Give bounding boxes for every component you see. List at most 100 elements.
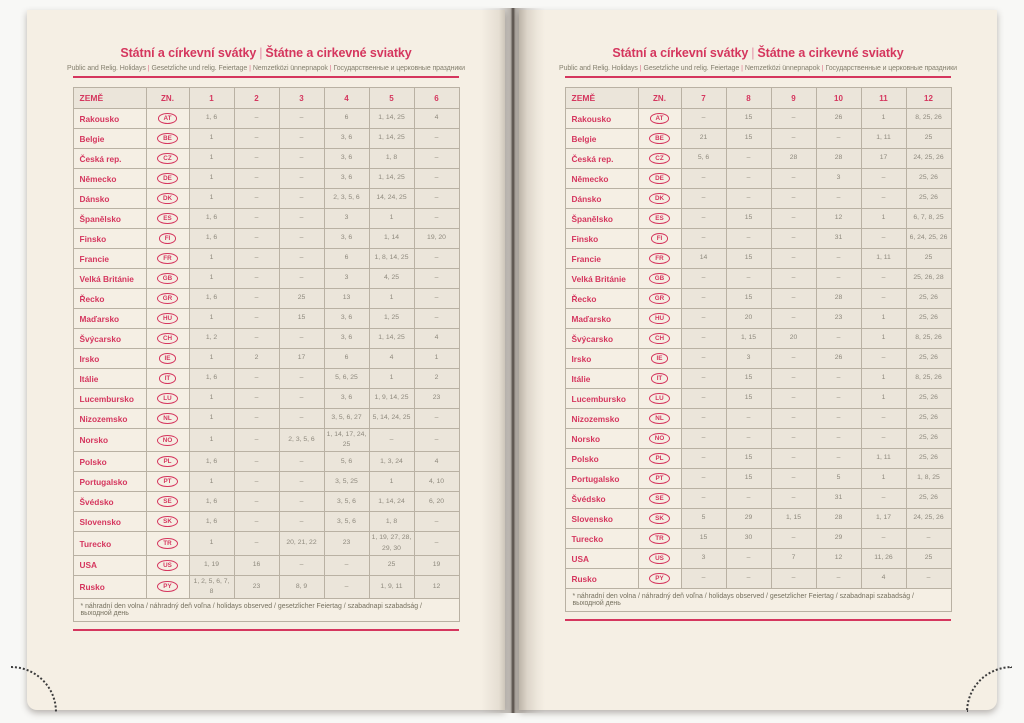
holiday-days-cell: 29 [815, 528, 862, 549]
holiday-days-cell: 25, 26 [905, 428, 952, 449]
footnote: * náhradní den volna / náhradný deň voľn… [564, 588, 952, 612]
holiday-days-cell: 1 [188, 308, 235, 329]
holiday-days-cell: – [725, 548, 772, 569]
country-name: Maďarsko [72, 308, 147, 329]
holiday-days-cell: 15 [725, 388, 772, 409]
holiday-days-cell: 25 [368, 554, 415, 576]
country-name: Belgie [564, 128, 639, 149]
country-code-badge: PL [157, 456, 178, 468]
holiday-days-cell: 3 [725, 348, 772, 369]
holiday-days-cell: 2, 3, 5, 6 [278, 427, 325, 453]
header-row: ZEMĚ ZN. 7 8 9 10 11 12 [564, 87, 952, 109]
country-code-badge: IT [158, 373, 177, 384]
country-code-badge: CZ [157, 153, 178, 164]
holiday-days-cell: – [770, 388, 817, 409]
header-row: ZEMĚ ZN. 1 2 3 4 5 6 [72, 87, 460, 109]
holiday-days-cell: – [860, 528, 907, 549]
table-row: Švédsko SE – – –31–25, 26 [564, 488, 952, 509]
country-code-badge: AT [157, 113, 178, 124]
column-header-country: ZEMĚ [564, 87, 639, 109]
holiday-days-cell: 2 [233, 348, 280, 369]
holiday-days-cell: 25 [905, 248, 952, 269]
holiday-days-cell: – [860, 428, 907, 449]
holiday-days-cell: 25, 26 [905, 348, 952, 369]
country-name: Francie [72, 248, 147, 269]
country-name: Irsko [564, 348, 639, 369]
column-header-month: 9 [770, 87, 817, 109]
table-row: Rusko PY – – – –4– [564, 568, 952, 589]
holiday-days-cell: – [368, 427, 415, 453]
holiday-days-cell: 4 [368, 348, 415, 369]
table-row: Turecko TR 1–20, 21, 22 23 1, 19, 27, 28, 29… [72, 531, 460, 556]
holiday-days-cell: – [278, 248, 325, 269]
country-code-badge: DK [156, 193, 179, 204]
holiday-days-cell: 1 [188, 248, 235, 269]
country-code-badge: SK [157, 516, 178, 528]
country-name: Turecko [72, 531, 147, 556]
holiday-days-cell: – [770, 308, 817, 329]
holiday-days-cell: 25, 26 [905, 448, 952, 469]
country-code-cell: HU [145, 308, 190, 329]
holiday-days-cell: – [323, 574, 370, 600]
holiday-days-cell: – [770, 208, 817, 229]
country-code-badge: IT [650, 373, 669, 384]
table-row: Maďarsko HU 1–15 3, 6 1, 25– [72, 308, 460, 329]
country-code-cell: US [637, 548, 682, 569]
holiday-days-cell: 8, 25, 26 [905, 328, 952, 349]
holiday-days-cell: 25 [905, 128, 952, 149]
holiday-days-cell: – [905, 568, 952, 589]
page-subtitle: Public and Relig. Holidays | Gesetzliche u… [519, 65, 997, 72]
holiday-days-cell: 6 [323, 248, 370, 269]
holiday-days-cell: 1, 15 [770, 508, 817, 529]
holiday-days-cell: 25, 26 [905, 488, 952, 509]
country-name: USA [564, 548, 639, 569]
holiday-days-cell: 1 [860, 308, 907, 329]
holiday-days-cell: – [278, 128, 325, 149]
holiday-days-cell: – [815, 568, 862, 589]
country-name: Finsko [564, 228, 639, 249]
holiday-days-cell: 24, 25, 26 [905, 148, 952, 169]
holiday-days-cell: – [680, 568, 727, 589]
country-code-cell: SE [145, 491, 190, 513]
holiday-days-cell: 1, 14, 25 [368, 128, 415, 149]
holiday-days-cell: – [680, 468, 727, 489]
holiday-days-cell: 1 [860, 108, 907, 129]
holiday-days-cell: – [815, 368, 862, 389]
holiday-days-cell: – [860, 188, 907, 209]
holiday-days-cell: 12 [413, 574, 460, 600]
country-name: Itálie [72, 368, 147, 389]
country-name: Rakousko [72, 108, 147, 129]
holiday-days-cell: – [278, 368, 325, 389]
holiday-days-cell: 31 [815, 488, 862, 509]
country-code-badge: GB [156, 273, 179, 284]
holiday-days-cell: 23 [413, 388, 460, 409]
holiday-days-cell: 1, 14, 24 [368, 491, 415, 513]
holiday-days-cell: 1, 2, 5, 6, 7, 8 [188, 574, 235, 600]
holiday-days-cell: 20 [770, 328, 817, 349]
country-code-cell: NO [145, 427, 190, 453]
holiday-days-cell: – [770, 288, 817, 309]
subtitle-segment: Public and Relig. Holidays [559, 65, 638, 72]
country-code-badge: GR [156, 293, 179, 304]
table-row: Maďarsko HU –20–23 1 25, 26 [564, 308, 952, 329]
holiday-days-cell: 13 [323, 288, 370, 309]
holiday-days-cell: – [860, 268, 907, 289]
country-code-badge: PL [649, 453, 670, 464]
holiday-days-cell: – [770, 488, 817, 509]
holiday-days-cell: – [323, 554, 370, 576]
holiday-days-cell: 1, 6 [188, 108, 235, 129]
holiday-days-cell: – [278, 188, 325, 209]
subtitle-separator: | [249, 65, 251, 72]
holiday-days-cell: 1, 14 [368, 228, 415, 249]
holiday-days-cell: 25, 26 [905, 308, 952, 329]
holiday-days-cell: – [233, 108, 280, 129]
holiday-days-cell: 15 [725, 208, 772, 229]
holiday-days-cell: – [815, 428, 862, 449]
country-code-badge: CZ [649, 153, 670, 164]
holiday-days-cell: 3, 5, 6, 27 [323, 408, 370, 429]
country-name: Česká rep. [72, 148, 147, 169]
country-code-cell: GR [145, 288, 190, 309]
country-name: Francie [564, 248, 639, 269]
holiday-days-cell: 1, 15 [725, 328, 772, 349]
